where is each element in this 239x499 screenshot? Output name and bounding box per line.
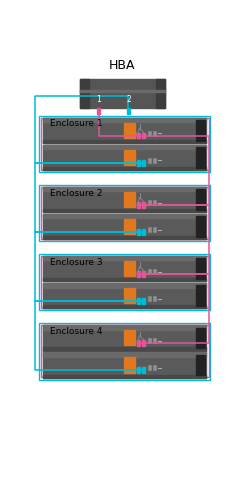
Bar [142, 271, 145, 277]
Bar [43, 145, 206, 149]
Bar [148, 158, 151, 163]
Text: HBA: HBA [109, 59, 136, 72]
Bar [43, 283, 206, 308]
Bar [80, 90, 165, 92]
Bar [43, 347, 206, 351]
Bar [142, 367, 145, 373]
Bar [124, 357, 135, 373]
Bar [137, 271, 140, 277]
Bar [142, 160, 145, 166]
Bar [148, 227, 151, 232]
Bar [124, 330, 135, 345]
Bar [148, 200, 151, 205]
Bar [196, 147, 205, 168]
Bar [196, 258, 205, 279]
Bar [142, 229, 145, 235]
Bar [137, 367, 140, 373]
Text: Enclosure 1: Enclosure 1 [50, 119, 103, 128]
Bar [153, 131, 156, 136]
Bar [43, 325, 206, 330]
Text: 1: 1 [96, 95, 101, 104]
Bar [142, 133, 145, 138]
Bar [39, 116, 210, 172]
Bar [156, 79, 165, 108]
Bar [43, 214, 206, 219]
Bar [142, 340, 145, 346]
Bar [43, 118, 206, 122]
Bar [153, 269, 156, 274]
Bar [137, 229, 140, 235]
Bar [124, 150, 135, 165]
Bar [39, 323, 210, 380]
Bar [196, 120, 205, 141]
Bar [153, 296, 156, 301]
Bar [97, 108, 100, 114]
Bar [41, 118, 209, 170]
Bar [43, 140, 206, 143]
Bar [196, 327, 205, 348]
Bar [80, 79, 89, 108]
Text: Enclosure 3: Enclosure 3 [50, 258, 103, 267]
Bar [43, 187, 206, 191]
Bar [43, 214, 206, 240]
Bar [148, 338, 151, 343]
Bar [148, 269, 151, 274]
Bar [43, 352, 206, 357]
Bar [196, 189, 205, 210]
Bar [41, 187, 209, 239]
Bar [153, 227, 156, 232]
Bar [43, 352, 206, 378]
Bar [43, 118, 206, 143]
Bar [148, 365, 151, 370]
Text: Enclosure 4: Enclosure 4 [50, 327, 103, 336]
Bar [137, 133, 140, 138]
Bar [41, 256, 209, 308]
Bar [137, 202, 140, 208]
Bar [153, 158, 156, 163]
Bar [142, 202, 145, 208]
Bar [124, 261, 135, 276]
Text: Enclosure 2: Enclosure 2 [50, 189, 103, 198]
Bar [196, 217, 205, 237]
Bar [124, 219, 135, 234]
Bar [148, 296, 151, 301]
Bar [39, 185, 210, 241]
Bar [124, 288, 135, 303]
Bar [142, 298, 145, 304]
Bar [124, 192, 135, 207]
Bar [196, 355, 205, 375]
Bar [153, 338, 156, 343]
Bar [127, 108, 130, 114]
Bar [80, 79, 165, 108]
Bar [39, 254, 210, 310]
Bar [124, 123, 135, 138]
Bar [43, 278, 206, 281]
Bar [43, 167, 206, 170]
Bar [43, 256, 206, 281]
Bar [43, 305, 206, 308]
Bar [148, 131, 151, 136]
Bar [153, 365, 156, 370]
Bar [43, 236, 206, 240]
Text: 2: 2 [126, 95, 131, 104]
Bar [137, 298, 140, 304]
Bar [43, 375, 206, 378]
Bar [137, 340, 140, 346]
Bar [43, 209, 206, 212]
Bar [41, 325, 209, 377]
Bar [137, 160, 140, 166]
Bar [43, 283, 206, 287]
Bar [43, 256, 206, 260]
Bar [43, 187, 206, 212]
Bar [196, 285, 205, 306]
Bar [43, 325, 206, 351]
Bar [43, 145, 206, 170]
Bar [153, 200, 156, 205]
